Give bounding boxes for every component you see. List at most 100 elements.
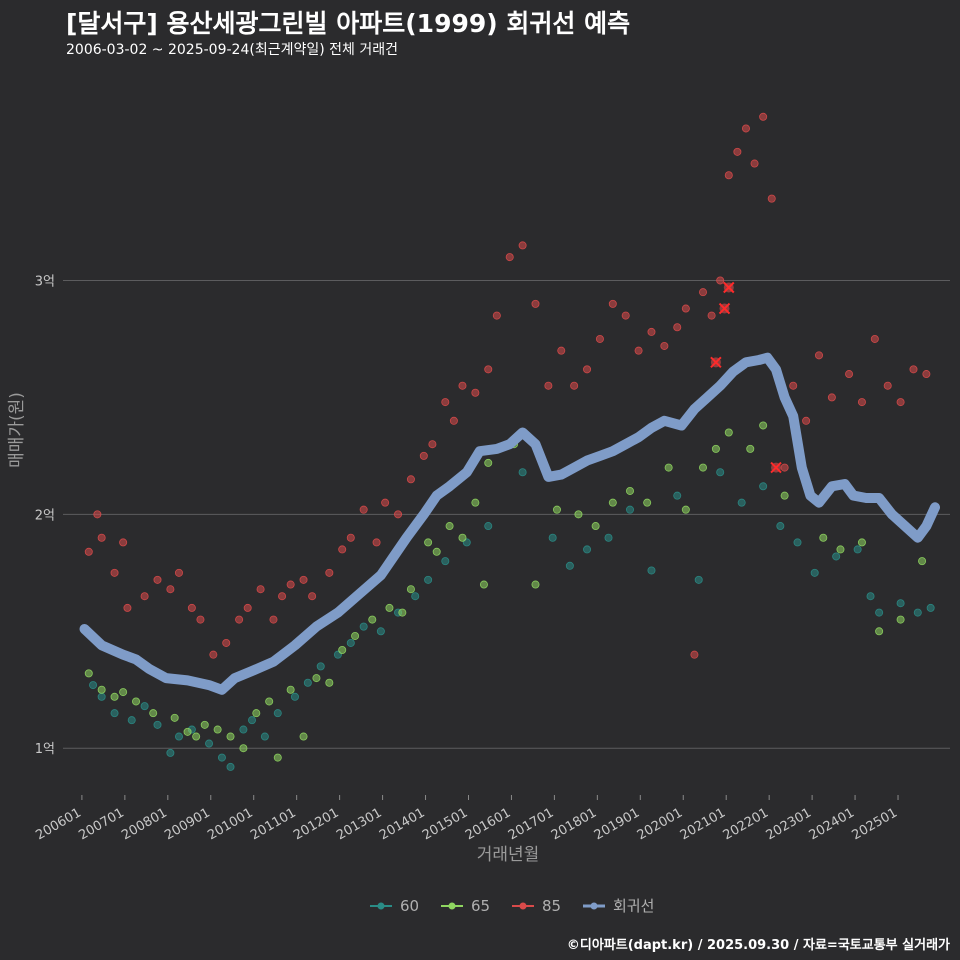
point-60 (205, 739, 214, 748)
highlight-cross (718, 302, 731, 315)
point-65 (918, 557, 927, 566)
point-65 (273, 753, 282, 762)
point-65 (819, 533, 828, 542)
point-65 (471, 498, 480, 507)
point-85 (690, 650, 699, 659)
point-65 (265, 697, 274, 706)
y-tick-label: 2억 (35, 508, 55, 523)
x-tick-label: 202101 (678, 805, 728, 843)
point-65 (385, 603, 394, 612)
legend-label: 회귀선 (613, 897, 654, 915)
regression-line (79, 352, 940, 695)
point-60 (110, 709, 119, 718)
point-60 (441, 557, 450, 566)
point-65 (226, 732, 235, 741)
point-85 (857, 398, 866, 407)
point-85 (308, 592, 317, 601)
point-60 (97, 692, 106, 701)
x-tick-label: 201901 (592, 805, 642, 843)
point-65 (484, 458, 493, 467)
legend-item-60[interactable]: 60 (370, 897, 419, 915)
point-65 (724, 428, 733, 437)
point-85 (621, 311, 630, 320)
point-60 (484, 522, 493, 531)
point-65 (896, 615, 905, 624)
point-85 (269, 615, 278, 624)
legend[interactable]: 60 65 85 회귀선 (370, 897, 654, 915)
point-60 (694, 575, 703, 584)
point-85 (441, 398, 450, 407)
point-65 (699, 463, 708, 472)
point-65 (312, 674, 321, 683)
point-85 (759, 112, 768, 121)
point-85 (359, 505, 368, 514)
point-85 (222, 638, 231, 647)
point-85 (471, 388, 480, 397)
point-65 (149, 709, 158, 718)
point-85 (699, 288, 708, 297)
point-60 (759, 482, 768, 491)
point-60 (913, 608, 922, 617)
point-85 (187, 603, 196, 612)
x-tick-label: 200601 (33, 805, 83, 843)
x-tick-label: 202201 (721, 805, 771, 843)
point-85 (922, 370, 931, 379)
point-65 (746, 444, 755, 453)
point-85 (531, 299, 540, 308)
point-65 (857, 538, 866, 547)
legend-label: 65 (471, 897, 490, 915)
point-85 (716, 276, 725, 285)
point-85 (583, 365, 592, 374)
point-65 (875, 627, 884, 636)
point-65 (608, 498, 617, 507)
point-65 (711, 444, 720, 453)
point-65 (368, 615, 377, 624)
point-85 (673, 323, 682, 332)
point-85 (750, 159, 759, 168)
point-60 (926, 603, 935, 612)
point-65 (132, 697, 141, 706)
point-85 (235, 615, 244, 624)
point-65 (479, 580, 488, 589)
point-60 (127, 716, 136, 725)
x-tick-label: 201501 (420, 805, 470, 843)
point-60 (810, 568, 819, 577)
point-65 (351, 631, 360, 640)
point-85 (733, 147, 742, 156)
x-tick-label: 202001 (635, 805, 685, 843)
point-85 (767, 194, 776, 203)
legend-label: 85 (542, 897, 561, 915)
point-65 (445, 522, 454, 531)
point-60 (866, 592, 875, 601)
x-tick-label: 200801 (119, 805, 169, 843)
point-60 (625, 505, 634, 514)
point-65 (119, 688, 128, 697)
x-tick-label: 202401 (807, 805, 857, 843)
point-60 (376, 627, 385, 636)
point-65 (643, 498, 652, 507)
point-60 (604, 533, 613, 542)
point-60 (832, 552, 841, 561)
point-85 (256, 585, 265, 594)
legend-item-65[interactable]: 65 (441, 897, 490, 915)
point-85 (123, 603, 132, 612)
highlight-cross (770, 461, 782, 474)
point-60 (166, 748, 175, 757)
point-85 (209, 650, 218, 659)
point-85 (707, 311, 716, 320)
point-65 (625, 486, 634, 495)
x-tick-label: 202501 (850, 805, 900, 843)
legend-item-회귀선[interactable]: 회귀선 (583, 897, 654, 915)
x-tick-label: 202301 (764, 805, 814, 843)
legend-item-85[interactable]: 85 (512, 897, 561, 915)
point-85 (196, 615, 205, 624)
point-85 (608, 299, 617, 308)
point-85 (845, 370, 854, 379)
point-60 (290, 692, 299, 701)
point-60 (776, 522, 785, 531)
point-65 (239, 744, 248, 753)
highlight-cross (723, 281, 735, 294)
point-60 (875, 608, 884, 617)
point-85 (909, 365, 918, 374)
x-tick-label: 200701 (76, 805, 126, 843)
